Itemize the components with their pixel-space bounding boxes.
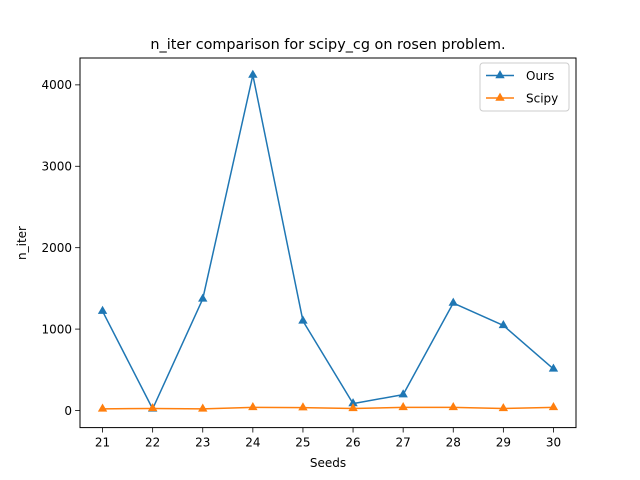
y-tick-label: 2000 xyxy=(41,241,72,255)
plot-area xyxy=(97,69,559,412)
data-point-ours xyxy=(97,305,108,314)
data-point-ours xyxy=(448,297,458,306)
x-tick-label: 24 xyxy=(245,436,260,450)
x-tick-label: 23 xyxy=(195,436,210,450)
data-point-scipy xyxy=(298,402,308,411)
data-point-ours xyxy=(298,315,308,324)
legend-marker-scipy xyxy=(495,92,505,101)
y-axis-label: n_iter xyxy=(15,226,29,260)
x-tick-label: 29 xyxy=(496,436,511,450)
x-axis-label: Seeds xyxy=(310,456,346,470)
axes-frame xyxy=(79,57,577,429)
data-point-scipy xyxy=(248,402,258,411)
data-point-ours xyxy=(498,320,509,329)
data-point-scipy xyxy=(198,403,208,412)
legend-label-scipy: Scipy xyxy=(526,91,558,105)
y-tick-label: 4000 xyxy=(41,78,72,92)
data-point-scipy xyxy=(448,402,458,411)
data-point-scipy xyxy=(548,402,559,411)
x-tick-label: 30 xyxy=(546,436,561,450)
data-point-scipy xyxy=(398,402,408,411)
legend-marker-ours xyxy=(495,70,505,79)
x-tick-label: 22 xyxy=(145,436,160,450)
chart-title: n_iter comparison for scipy_cg on rosen … xyxy=(150,37,505,53)
x-tick-label: 28 xyxy=(446,436,461,450)
legend-label-ours: Ours xyxy=(526,69,554,83)
y-tick-label: 0 xyxy=(64,404,72,418)
x-tick-label: 26 xyxy=(345,436,360,450)
data-point-scipy xyxy=(147,403,158,412)
x-tick-label: 25 xyxy=(295,436,310,450)
x-tick-label: 21 xyxy=(95,436,110,450)
data-point-ours xyxy=(248,69,258,78)
data-point-ours xyxy=(198,293,208,302)
data-point-scipy xyxy=(498,403,509,412)
x-tick-label: 27 xyxy=(396,436,411,450)
series-line-ours xyxy=(101,74,554,410)
x-axis-ticks: 21 22 23 24 25 26 27 28 29 30 xyxy=(95,427,561,450)
legend: Ours Scipy xyxy=(479,62,570,112)
series-line-scipy xyxy=(102,406,554,410)
data-point-ours xyxy=(398,389,408,398)
y-axis-ticks: 0 1000 2000 3000 4000 xyxy=(41,78,80,418)
data-point-scipy xyxy=(348,403,358,412)
y-tick-label: 3000 xyxy=(41,160,72,174)
data-point-ours xyxy=(548,363,559,372)
data-point-scipy xyxy=(97,403,108,412)
y-tick-label: 1000 xyxy=(41,322,72,336)
